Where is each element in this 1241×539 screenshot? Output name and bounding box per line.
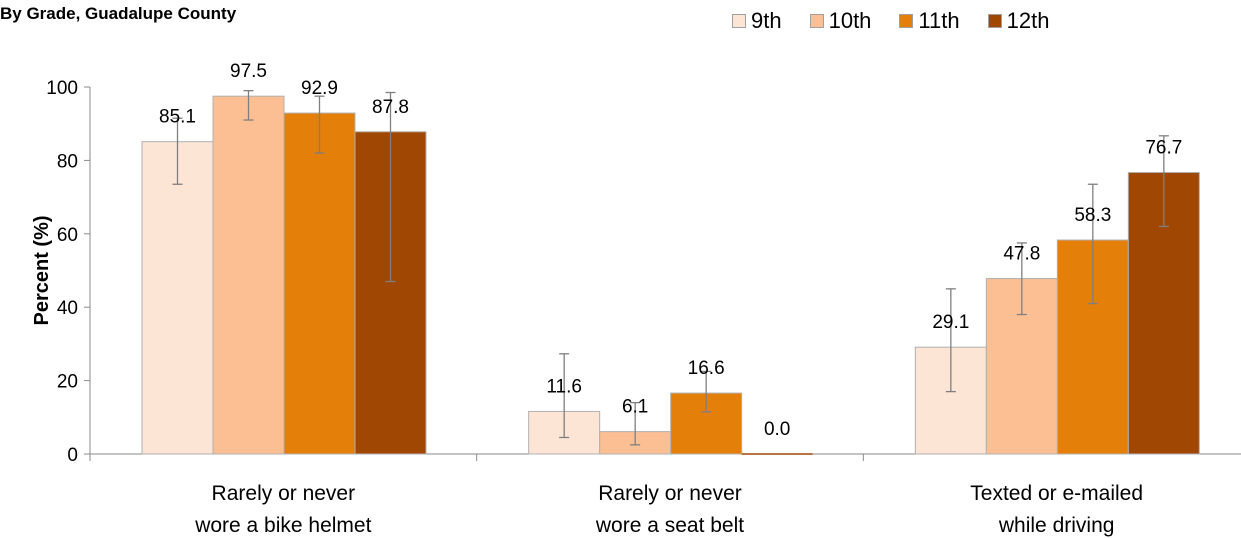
chart-title: By Grade, Guadalupe County <box>0 4 237 23</box>
data-label: 16.6 <box>688 358 725 379</box>
data-label: 0.0 <box>764 419 790 440</box>
legend-label: 11th <box>918 8 960 33</box>
category-label: while driving <box>998 514 1115 537</box>
legend-item-12th: 12th <box>987 8 1050 34</box>
y-tick-label: 20 <box>57 372 78 393</box>
legend-swatch <box>899 14 914 28</box>
bar-11th <box>283 112 356 455</box>
data-label: 85.1 <box>159 107 196 128</box>
legend-swatch <box>987 14 1002 28</box>
legend-swatch <box>809 14 824 28</box>
legend-item-10th: 10th <box>809 8 872 34</box>
data-label: 47.8 <box>1003 244 1040 265</box>
data-label: 92.9 <box>301 78 338 99</box>
legend-label: 9th <box>751 8 782 33</box>
category-label: wore a seat belt <box>595 514 744 537</box>
legend-label: 10th <box>828 8 872 33</box>
y-tick-label: 0 <box>67 445 78 466</box>
data-label: 76.7 <box>1145 138 1182 159</box>
data-label: 11.6 <box>546 376 582 397</box>
legend-item-9th: 9th <box>732 8 782 34</box>
data-label: 97.5 <box>230 61 267 82</box>
y-tick-label: 60 <box>57 225 78 246</box>
category-label: Rarely or never <box>212 482 356 505</box>
data-label: 29.1 <box>932 312 969 333</box>
legend-item-11th: 11th <box>899 8 960 34</box>
legend-swatch <box>732 14 746 28</box>
bar-9th <box>141 141 214 455</box>
bar-10th <box>212 95 285 455</box>
category-label: wore a bike helmet <box>194 514 371 537</box>
y-axis-title: Percent (%) <box>31 215 53 325</box>
category-label: Rarely or never <box>598 482 742 505</box>
data-label: 87.8 <box>372 97 409 118</box>
category-label: Texted or e-mailed <box>970 482 1143 505</box>
y-tick-label: 80 <box>57 151 78 172</box>
y-tick-label: 40 <box>57 298 78 319</box>
data-label: 58.3 <box>1074 205 1111 226</box>
data-label: 6.1 <box>622 397 648 418</box>
legend-label: 12th <box>1006 8 1050 33</box>
y-tick-label: 100 <box>46 78 78 99</box>
legend: 9th 10th 11th 12th <box>732 8 1077 34</box>
